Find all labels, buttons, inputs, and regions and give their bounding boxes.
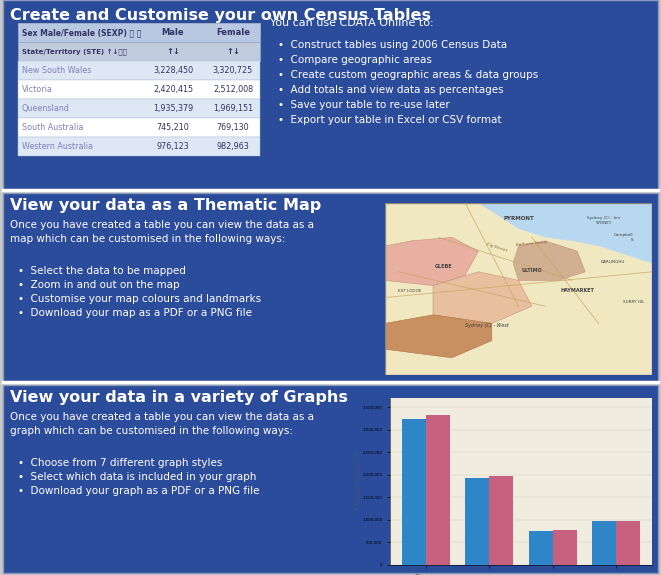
Bar [529,531,553,565]
Bar [18,42,260,61]
Text: Create and Customise your own Census Tables: Create and Customise your own Census Tab… [10,8,431,23]
Text: •  Save your table to re-use later: • Save your table to re-use later [278,100,449,110]
Text: •  Select the data to be mapped: • Select the data to be mapped [18,266,186,276]
Bar [18,80,260,99]
Text: You can use CDATA Online to:: You can use CDATA Online to: [270,18,434,28]
Text: Sex Male/Female (SEXP) ⓘ ⓘ: Sex Male/Female (SEXP) ⓘ ⓘ [22,28,141,37]
Text: 769,130: 769,130 [217,123,249,132]
Text: Once you have created a table you can view the data as a
map which can be custom: Once you have created a table you can vi… [10,220,314,244]
Polygon shape [385,237,479,286]
Bar [18,118,260,137]
Text: Female: Female [216,28,250,37]
Bar [465,478,489,565]
Polygon shape [513,241,585,281]
Text: •  Download your map as a PDF or a PNG file: • Download your map as a PDF or a PNG fi… [18,308,252,318]
Bar [18,99,260,118]
Bar [18,137,260,156]
Text: SURRY HIL: SURRY HIL [623,300,644,304]
Text: GLEBE: GLEBE [435,264,453,269]
Text: New South Wales: New South Wales [22,66,91,75]
Text: ↑↓: ↑↓ [166,47,180,56]
Text: 3,320,725: 3,320,725 [213,66,253,75]
Text: •  Download your graph as a PDF or a PNG file: • Download your graph as a PDF or a PNG … [18,486,260,496]
Text: Male: Male [162,28,184,37]
Text: EST LODGE: EST LODGE [399,289,422,293]
Text: 2,512,008: 2,512,008 [213,85,253,94]
Polygon shape [385,315,492,358]
Bar [18,23,260,42]
Text: •  Export your table in Excel or CSV format: • Export your table in Excel or CSV form… [278,115,502,125]
Text: Bathurst Street: Bathurst Street [516,240,548,247]
Polygon shape [479,203,652,263]
Bar [616,520,640,565]
Bar [426,415,450,565]
Text: Sydney (C) - Inn
SYDNEY: Sydney (C) - Inn SYDNEY [588,216,621,225]
Text: Fig Street: Fig Street [486,242,508,252]
Text: •  Create custom geographic areas & data groups: • Create custom geographic areas & data … [278,70,538,80]
Text: Once you have created a table you can view the data as a
graph which can be cust: Once you have created a table you can vi… [10,412,314,436]
Text: •  Customise your map colours and landmarks: • Customise your map colours and landmar… [18,294,261,304]
Bar [592,521,616,565]
Text: 1,935,379: 1,935,379 [153,104,193,113]
Bar [489,476,514,565]
Text: 1,969,151: 1,969,151 [213,104,253,113]
Bar [18,23,260,35]
Text: •  Select which data is included in your graph: • Select which data is included in your … [18,472,256,482]
Y-axis label: Total persons (Persons) (STE): Total persons (Persons) (STE) [356,451,360,511]
Bar [3,0,658,190]
Text: DARLINGHU: DARLINGHU [601,260,625,264]
Text: 745,210: 745,210 [157,123,189,132]
Bar [553,530,577,565]
Text: Queensland: Queensland [22,104,70,113]
Bar [402,419,426,565]
Text: View your data as a Thematic Map: View your data as a Thematic Map [10,198,321,213]
Text: South Australia: South Australia [22,123,83,132]
Text: HAYMARKET: HAYMARKET [561,289,594,293]
Bar [18,61,260,80]
Text: •  Choose from 7 different graph styles: • Choose from 7 different graph styles [18,458,222,468]
Text: 982,963: 982,963 [217,142,249,151]
Text: State/Territory (STE) ↑↓ⓘⓘ: State/Territory (STE) ↑↓ⓘⓘ [22,48,127,55]
Polygon shape [433,272,532,323]
Bar [3,193,658,382]
Text: Victoria: Victoria [22,85,53,94]
Text: •  Compare geographic areas: • Compare geographic areas [278,55,432,65]
Bar [3,385,658,573]
Text: ULTIMO: ULTIMO [522,268,542,273]
Text: •  Construct tables using 2006 Census Data: • Construct tables using 2006 Census Dat… [278,40,507,50]
Text: PYRMONT: PYRMONT [503,216,534,221]
Text: 3,228,450: 3,228,450 [153,66,193,75]
Text: Western Australia: Western Australia [22,142,93,151]
Text: View your data in a variety of Graphs: View your data in a variety of Graphs [10,390,348,405]
Text: 976,123: 976,123 [157,142,189,151]
Text: •  Add totals and view data as percentages: • Add totals and view data as percentage… [278,85,504,95]
Text: Sydney (C) - West: Sydney (C) - West [465,323,508,328]
Text: 2,420,415: 2,420,415 [153,85,193,94]
Text: ↑↓: ↑↓ [226,47,240,56]
Text: •  Zoom in and out on the map: • Zoom in and out on the map [18,280,180,290]
Text: Campbell
S: Campbell S [614,233,633,242]
